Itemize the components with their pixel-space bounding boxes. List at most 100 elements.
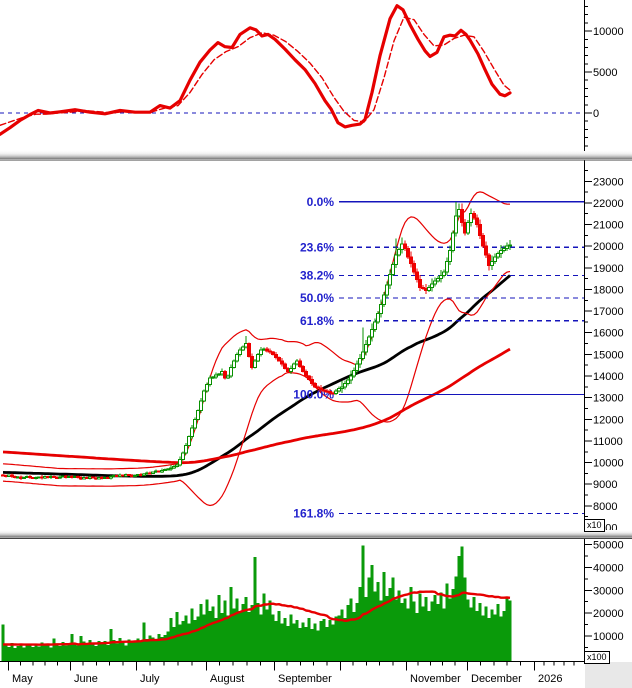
volume-bar [298, 628, 302, 661]
y-axis-label: 50000 [593, 539, 624, 551]
y-axis-label: 20000 [593, 608, 624, 620]
volume-bar [202, 614, 206, 661]
ma-long-line [2, 347, 511, 465]
volume-bar [256, 602, 260, 661]
y-axis-label: 16000 [593, 328, 624, 340]
volume-unit-label: x100 [584, 651, 610, 664]
y-axis-label: 18000 [593, 284, 624, 296]
y-axis-label: 0 [593, 108, 599, 120]
volume-bar [184, 615, 188, 661]
fib-label: 0.0% [307, 195, 335, 209]
volume-bar [229, 586, 233, 661]
volume-bar [22, 647, 26, 661]
volume-bar [376, 582, 380, 661]
volume-chart [1, 545, 512, 661]
volume-bar [493, 614, 497, 661]
panel-splitter-bottom[interactable] [0, 530, 632, 538]
volume-bar [178, 624, 182, 661]
volume-bar [475, 610, 479, 661]
volume-bar [157, 633, 161, 661]
volume-bar [334, 616, 338, 661]
signal-line [0, 16, 511, 126]
volume-bar [196, 616, 200, 661]
volume-bar [124, 645, 128, 661]
volume-bar [316, 630, 320, 661]
volume-bar [181, 621, 185, 661]
volume-bar [70, 633, 74, 661]
volume-bar [58, 646, 62, 661]
volume-bar [277, 610, 281, 661]
volume-bar [424, 597, 428, 661]
volume-bar [13, 648, 17, 661]
volume-bar [103, 641, 107, 661]
volume-bar [232, 608, 236, 661]
volume-bar [466, 599, 470, 661]
volume-bar [367, 577, 371, 661]
y-axis-label: 14000 [593, 371, 624, 383]
volume-bar [217, 594, 221, 661]
volume-bar [40, 642, 44, 661]
volume-bar [379, 600, 383, 661]
volume-bar [343, 617, 347, 661]
volume-bar [7, 647, 11, 661]
y-axis-label: 9000 [593, 479, 617, 491]
volume-bar [121, 642, 125, 661]
volume-bar [439, 592, 443, 661]
volume-bar [118, 637, 122, 661]
volume-bar [274, 621, 278, 661]
fib-label: 100.0% [293, 387, 334, 401]
volume-bar [394, 599, 398, 661]
volume-bar [499, 616, 503, 661]
volume-bar [151, 637, 155, 661]
fib-label: 161.8% [293, 506, 334, 520]
volume-bar [106, 644, 110, 661]
volume-bar [463, 577, 467, 661]
volume-bar [49, 647, 53, 661]
volume-bar [247, 612, 251, 661]
volume-bar [241, 604, 245, 661]
volume-bar [397, 590, 401, 661]
volume-bar [199, 604, 203, 661]
x-axis-month-label: June [74, 673, 98, 685]
volume-bar [1, 624, 5, 661]
bollinger-lower-band [2, 270, 511, 507]
volume-bar [508, 600, 512, 661]
volume-bar [484, 606, 488, 661]
x-axis: May June July August September November Decemb… [0, 661, 584, 685]
y-axis-label: 21000 [593, 220, 624, 232]
y-axis-label: 30000 [593, 585, 624, 597]
panel-splitter-top[interactable] [0, 151, 632, 160]
x-axis-month-label: May [12, 673, 33, 685]
fib-label: 23.6% [300, 240, 334, 254]
y-axis-label: 40000 [593, 562, 624, 574]
volume-bar [415, 613, 419, 661]
volume-bar [133, 640, 137, 661]
x-axis-month-label: September [278, 673, 332, 685]
price-unit-label: x10 [584, 519, 605, 532]
volume-bar [61, 642, 65, 661]
volume-bar [442, 608, 446, 661]
volume-bar [238, 610, 242, 661]
volume-bar [451, 589, 455, 661]
volume-bar [244, 597, 248, 661]
volume-bar [166, 631, 170, 661]
volume-bar [304, 626, 308, 661]
y-axis-label: 5000 [593, 67, 617, 79]
volume-bar [160, 637, 164, 661]
volume-bar [253, 557, 257, 661]
volume-bar [445, 583, 449, 661]
volume-bar [283, 617, 287, 661]
candlesticks [1, 201, 512, 481]
volume-bar [28, 643, 32, 661]
momentum-panel-plot[interactable] [0, 0, 584, 151]
volume-bar [31, 647, 35, 661]
volume-bar [457, 555, 461, 661]
volume-bar [130, 642, 134, 661]
y-axis-label: 10000 [593, 458, 624, 470]
volume-bar [502, 610, 506, 661]
volume-bar [100, 643, 104, 661]
volume-bar [127, 639, 131, 661]
